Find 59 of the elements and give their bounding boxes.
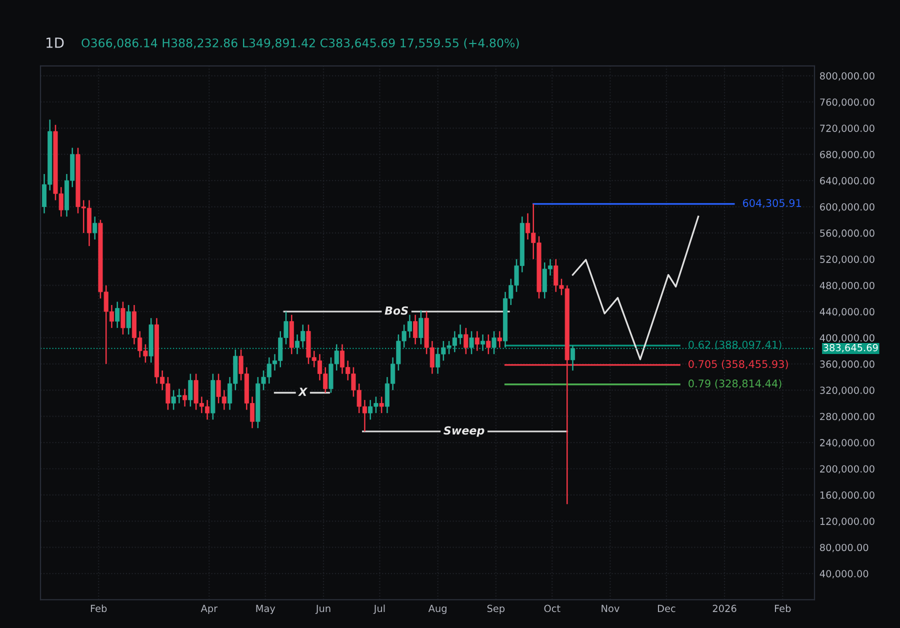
candlestick — [115, 301, 120, 329]
x-tick-label: Jun — [315, 604, 330, 614]
y-tick-label: 40,000.00 — [820, 570, 868, 578]
y-tick-label: 720,000.00 — [820, 124, 874, 133]
y-tick-label: 80,000.00 — [820, 544, 868, 552]
ref-line-label: 383,645.69 — [824, 344, 878, 352]
annotation: 604,305.91 — [742, 199, 801, 208]
x-tick-label: Feb — [90, 604, 107, 612]
x-tick-label: Oct — [544, 604, 560, 612]
y-tick-label: 360,000.00 — [820, 360, 874, 369]
candlestick — [418, 310, 424, 345]
y-tick-label: 560,000.00 — [820, 229, 874, 238]
x-tick-label: Jul — [373, 604, 385, 614]
y-tick-label: 320,000.00 — [820, 386, 874, 395]
candlestick — [469, 330, 474, 355]
y-tick-label: 200,000.00 — [820, 465, 874, 474]
x-tick-label: Aug — [428, 604, 446, 614]
y-tick-label: 520,000.00 — [820, 256, 874, 264]
candlestick — [188, 373, 193, 408]
y-tick-label: 680,000.00 — [820, 150, 874, 160]
y-tick-label: 120,000.00 — [820, 518, 874, 526]
annotation: 0.79 (328,814.44) — [688, 379, 782, 389]
candlestick — [126, 304, 131, 336]
annotation: 0.62 (388,097.41) — [688, 340, 782, 350]
candlestick — [497, 330, 502, 348]
candlestick — [413, 314, 418, 345]
chart-subtitle: O366,086.14 H388,232.86 L349,891.42 C383,645.69 17,559.55 (+4.80%) — [82, 38, 519, 49]
x-tick-label: Nov — [602, 604, 620, 612]
y-tick-label: 760,000.00 — [820, 98, 874, 107]
y-tick-label: 160,000.00 — [820, 491, 874, 500]
y-tick-label: 440,000.00 — [820, 308, 874, 316]
candlestick — [182, 388, 188, 408]
x-tick-label: Feb — [774, 604, 791, 612]
candlestick — [570, 344, 576, 372]
candlestick — [92, 216, 98, 240]
annotation: BoS — [384, 306, 408, 315]
candlestick — [379, 396, 384, 414]
x-tick-label: 2026 — [712, 604, 736, 612]
annotation: Sweep — [444, 426, 484, 437]
candlestick — [480, 334, 486, 352]
y-tick-label: 480,000.00 — [820, 282, 874, 290]
x-tick-label: Sep — [487, 604, 505, 614]
x-tick-label: Dec — [658, 604, 676, 612]
y-tick-label: 240,000.00 — [820, 439, 874, 448]
y-tick-label: 600,000.00 — [820, 203, 874, 212]
x-tick-label: May — [256, 604, 276, 614]
y-tick-label: 400,000.00 — [820, 334, 874, 343]
x-tick-label: Apr — [200, 604, 218, 614]
annotation: 0.705 (358,455.93) — [688, 360, 788, 370]
candlestick — [120, 301, 126, 336]
candlestick — [474, 330, 480, 352]
y-tick-label: 800,000.00 — [820, 72, 874, 81]
candlestick — [464, 327, 468, 355]
candlestick — [486, 334, 491, 355]
y-tick-label: 280,000.00 — [820, 412, 874, 422]
chart-title: 1D — [46, 38, 64, 48]
y-tick-label: 640,000.00 — [820, 177, 874, 186]
candlestick — [492, 330, 496, 355]
annotation: X — [298, 388, 308, 396]
